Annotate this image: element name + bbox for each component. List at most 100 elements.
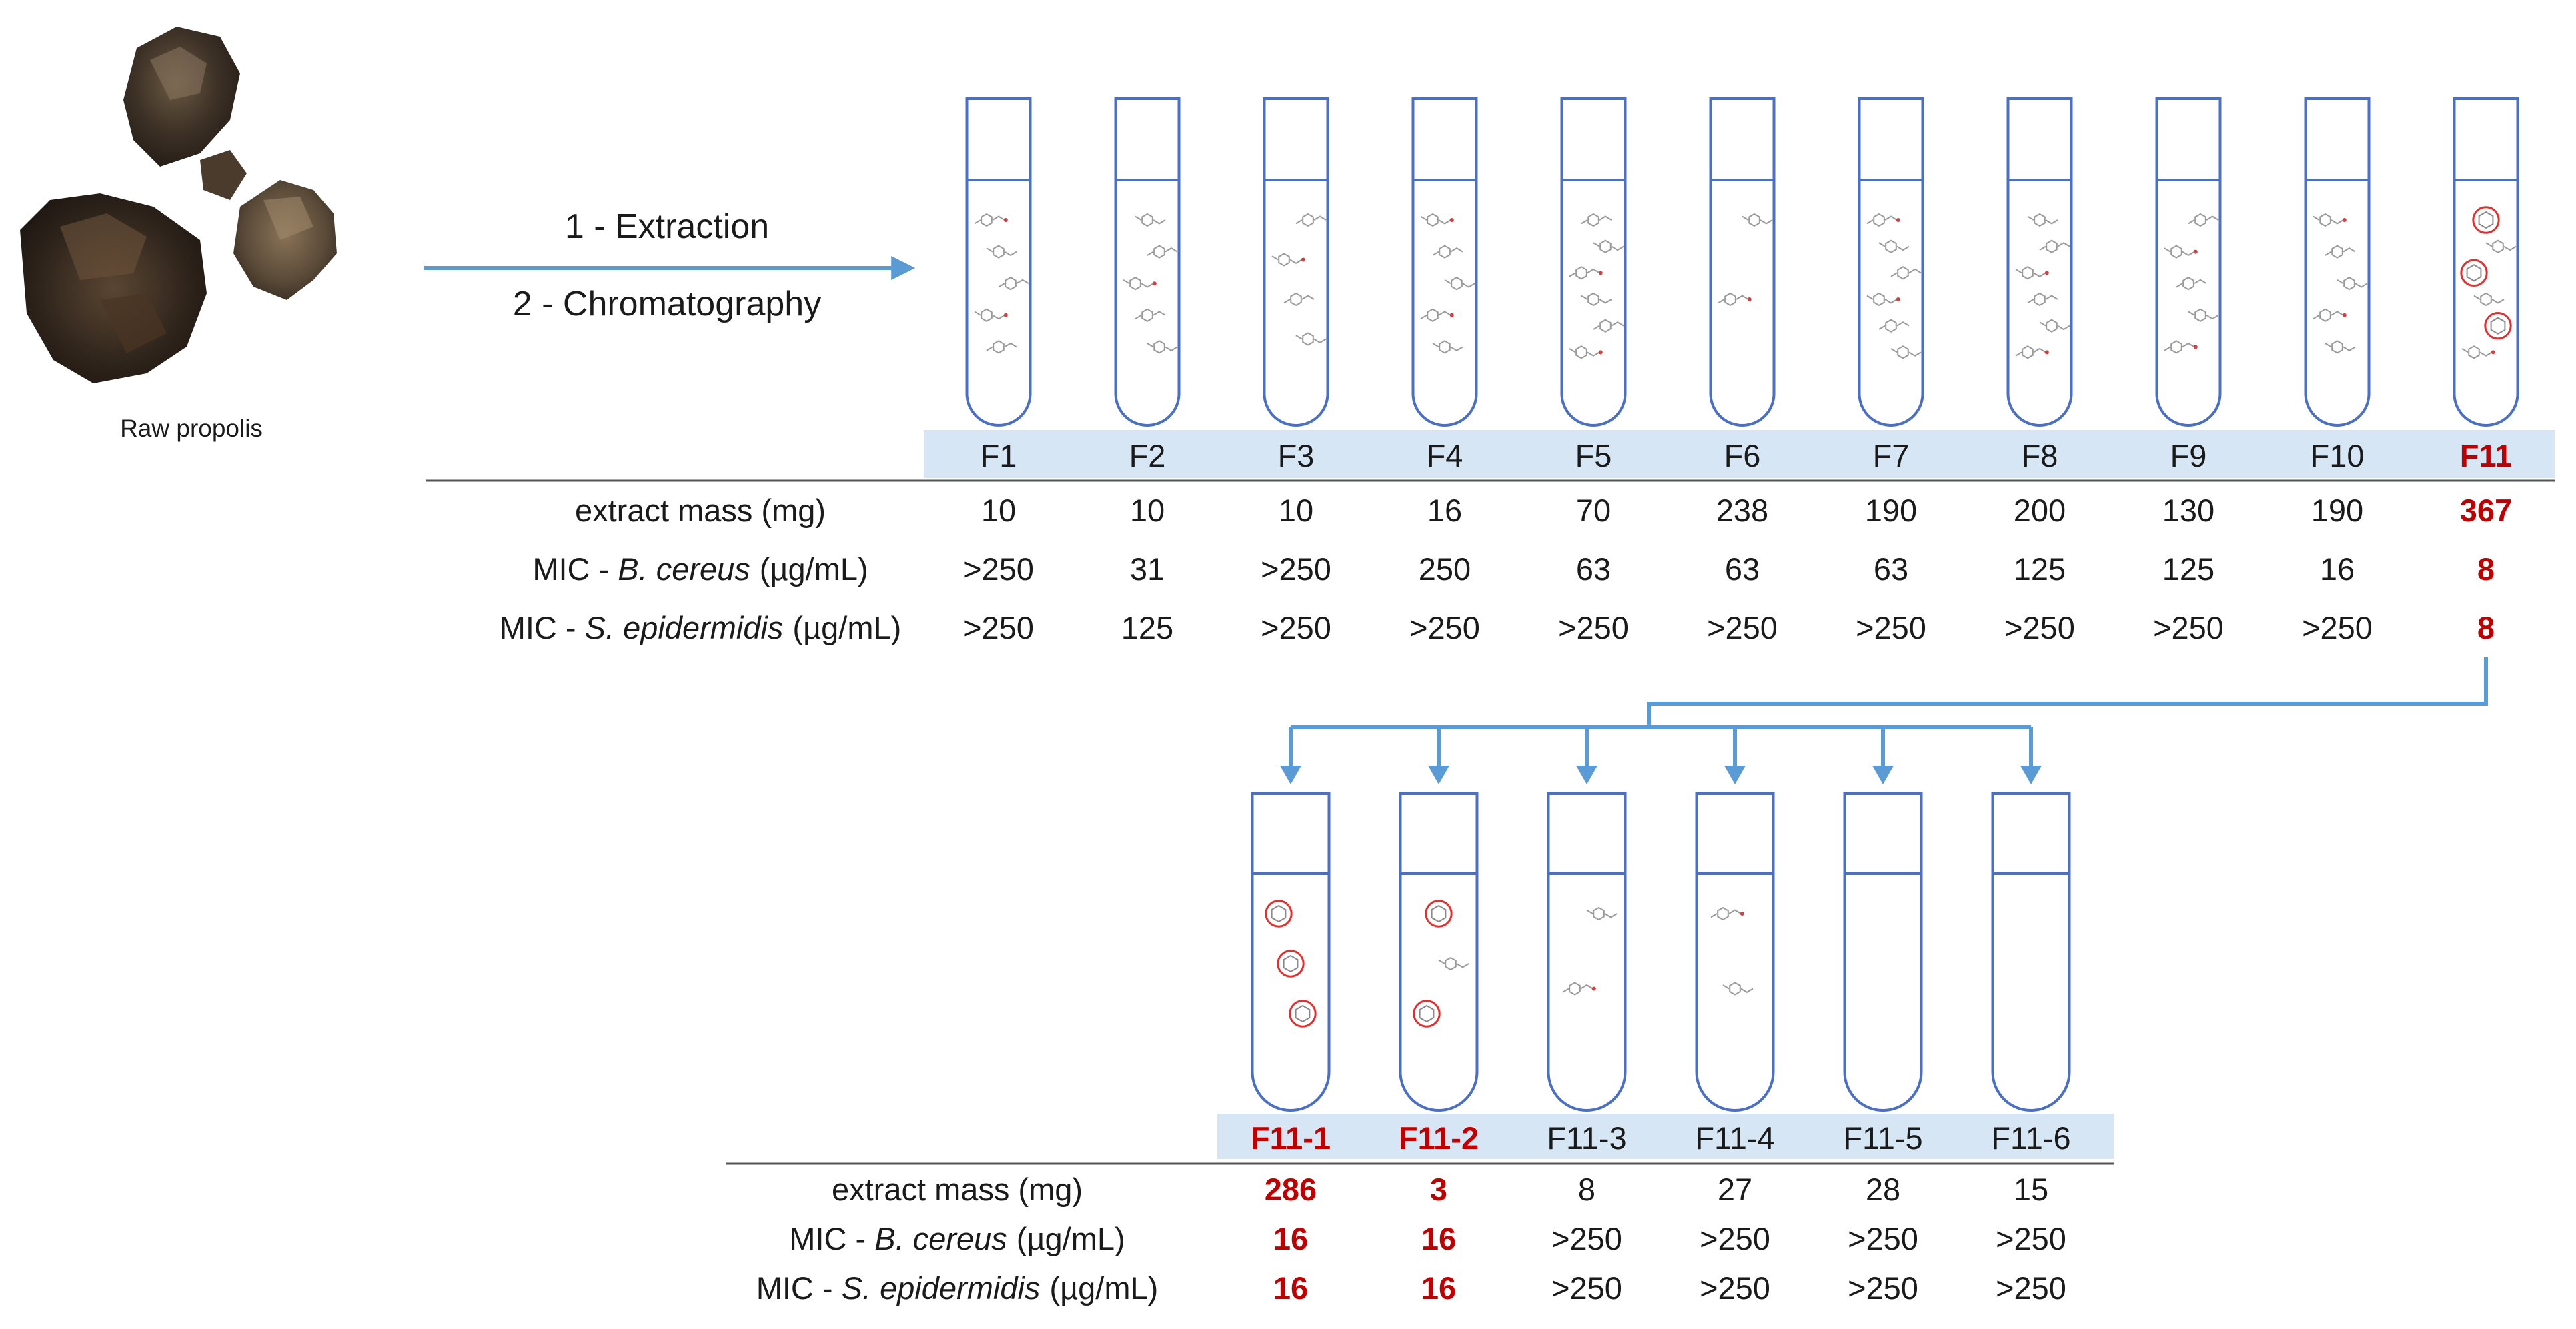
molecule-structure	[1586, 906, 1618, 921]
molecule-structure	[1569, 266, 1603, 280]
fraction-name: F11-3	[1547, 1120, 1626, 1156]
molecule-structure	[1722, 982, 1754, 996]
row-label: MIC - S. epidermidis (µg/mL)	[756, 1270, 1159, 1306]
raw-propolis-image	[20, 27, 337, 383]
fraction-label-band	[1217, 1114, 2114, 1159]
process-step-extraction: 1 - Extraction	[565, 207, 769, 246]
molecule-structure	[2313, 213, 2347, 227]
mic-b-cereus-value: 63	[1874, 551, 1908, 587]
molecule-structure	[2015, 345, 2049, 359]
molecule-structure	[2188, 308, 2219, 322]
extract-mass-value: 130	[2162, 493, 2214, 528]
molecule-structure	[1710, 906, 1744, 921]
test-tube-F11-2	[1399, 792, 1479, 1112]
molecule-structure	[2313, 308, 2347, 322]
molecule-structure	[1147, 340, 1178, 354]
fraction-name: F5	[1575, 438, 1612, 473]
molecule-structure	[1432, 245, 1463, 259]
active-compound	[1289, 1000, 1317, 1028]
mic-b-cereus-value: >250	[1996, 1221, 2066, 1256]
mic-b-cereus-value: 8	[2477, 551, 2495, 587]
mic-s-epidermidis-value: >250	[1856, 610, 1926, 645]
mic-b-cereus-value: 16	[1273, 1221, 1308, 1256]
molecule-structure	[1123, 277, 1157, 291]
active-compound	[1425, 900, 1453, 928]
extract-mass-value: 367	[2460, 493, 2512, 528]
extract-mass-value: 28	[1866, 1172, 1900, 1207]
row-label-unit: (µg/mL)	[792, 610, 901, 645]
molecule-structure	[986, 245, 1017, 259]
row-label-prefix: extract mass (mg)	[832, 1172, 1083, 1207]
fraction-name: F11-6	[1991, 1120, 2070, 1156]
molecule-structure	[2027, 292, 2058, 307]
mic-s-epidermidis-value: 16	[1273, 1270, 1308, 1306]
mic-b-cereus-value: >250	[963, 551, 1034, 587]
fraction-name: F3	[1278, 438, 1315, 473]
molecule-structure	[2164, 245, 2198, 259]
molecule-structure	[1444, 277, 1475, 291]
molecule-structure	[2176, 277, 2207, 291]
mic-b-cereus-value: 63	[1576, 551, 1611, 587]
mic-s-epidermidis-value: 125	[1121, 610, 1173, 645]
molecule-structure	[1866, 213, 1900, 227]
row-label-unit: (µg/mL)	[1049, 1270, 1158, 1306]
arrowhead-icon	[1872, 766, 1894, 784]
mic-s-epidermidis-value: >250	[1261, 610, 1331, 645]
molecule-structure	[2325, 340, 2356, 354]
molecule-structure	[1295, 213, 1327, 227]
row-label-species: S. epidermidis	[585, 610, 784, 645]
mic-b-cereus-value: 16	[2320, 551, 2355, 587]
row-label: MIC - S. epidermidis (µg/mL)	[500, 610, 902, 645]
row-label: MIC - B. cereus (µg/mL)	[789, 1221, 1125, 1256]
mic-s-epidermidis-value: >250	[1707, 610, 1778, 645]
arrowhead-icon	[1724, 766, 1746, 784]
fraction-name: F9	[2170, 438, 2207, 473]
molecule-structure	[1866, 292, 1900, 307]
molecule-structure	[974, 213, 1008, 227]
extract-mass-value: 10	[981, 493, 1016, 528]
fraction-name: F6	[1724, 438, 1761, 473]
extract-mass-value: 16	[1427, 493, 1462, 528]
molecule-structure	[1581, 213, 1612, 227]
molecule-structure	[2473, 292, 2505, 307]
arrowhead-icon	[1428, 766, 1449, 784]
row-label-species: B. cereus	[618, 551, 750, 587]
molecule-structure	[2039, 239, 2070, 253]
row-label-unit: (µg/mL)	[760, 551, 868, 587]
fraction-name: F11-5	[1843, 1120, 1922, 1156]
arrowhead-icon	[1280, 766, 1301, 784]
mic-b-cereus-value: 31	[1130, 551, 1165, 587]
mic-b-cereus-value: 125	[2014, 551, 2066, 587]
active-compound	[2484, 311, 2512, 340]
process-step-chromatography: 2 - Chromatography	[513, 285, 821, 323]
mic-b-cereus-value: >250	[1551, 1221, 1622, 1256]
test-tube-F11-1	[1251, 792, 1331, 1112]
test-tube-F2	[1114, 97, 1181, 427]
test-tube-F11-3	[1547, 792, 1627, 1112]
mic-b-cereus-value: >250	[1848, 1221, 1918, 1256]
active-compound	[1277, 950, 1305, 978]
test-tube-F11-4	[1695, 792, 1775, 1112]
extract-mass-value: 10	[1130, 493, 1165, 528]
molecule-structure	[2015, 266, 2049, 280]
molecule-structure	[2461, 345, 2495, 359]
active-compound	[2472, 206, 2500, 234]
molecule-structure	[986, 340, 1017, 354]
test-tube-F11-5	[1843, 792, 1923, 1112]
molecule-structure	[1569, 345, 1603, 359]
fraction-name: F4	[1427, 438, 1463, 473]
mic-s-epidermidis-value: >250	[1551, 1270, 1622, 1306]
molecule-structure	[2325, 245, 2356, 259]
row-label: extract mass (mg)	[832, 1172, 1083, 1207]
fraction-name: F11	[2460, 438, 2512, 473]
molecule-structure	[1593, 319, 1624, 333]
arrowhead-icon	[1576, 766, 1597, 784]
active-compound	[1265, 900, 1293, 928]
mic-s-epidermidis-value: 8	[2477, 610, 2495, 645]
molecule-structure	[2188, 213, 2219, 227]
subfraction-connector	[1289, 657, 2488, 772]
molecule-structure	[1878, 239, 1910, 253]
arrowhead-icon	[2020, 766, 2042, 784]
molecule-structure	[1890, 266, 1922, 280]
